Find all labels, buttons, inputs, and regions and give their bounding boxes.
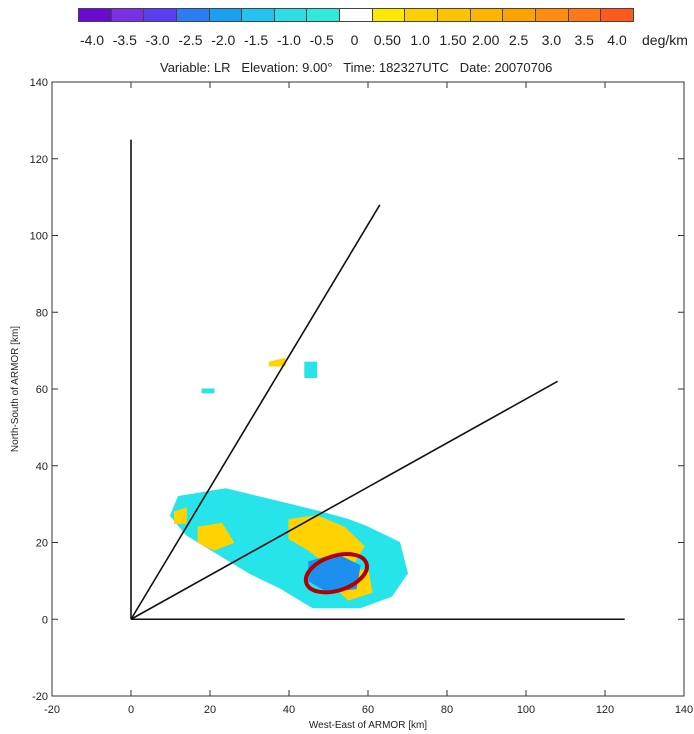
colorbar-swatch: [111, 9, 145, 21]
colorbar-swatch: [405, 9, 439, 21]
colorbar-swatch: [307, 9, 341, 21]
x-axis-ticks: -20 0 20 40 60 80 100 120 140: [44, 82, 693, 716]
x-tick-label: 140: [675, 704, 693, 716]
x-tick-label: 60: [362, 704, 374, 716]
y-tick-label: 140: [30, 77, 48, 89]
radial-line: [130, 380, 558, 620]
x-axis-label: West-East of ARMOR [km]: [309, 720, 427, 731]
colorbar-swatch: [470, 9, 504, 21]
y-tick-label: 40: [36, 461, 48, 473]
colorbar-swatch: [340, 9, 373, 21]
colorbar-tick-label: 1.0: [410, 32, 430, 48]
highlight-ellipse: [303, 552, 369, 595]
colorbar-tick-label: 3.5: [574, 32, 594, 48]
colorbar-tick-label: -4.0: [79, 32, 105, 48]
colorbar-tick-label: 4.0: [607, 32, 627, 48]
colorbar-tick-label: 0.50: [373, 32, 401, 48]
y-axis-label: North-South of ARMOR [km]: [10, 326, 21, 452]
echo-region: [197, 522, 235, 551]
colorbar: [78, 8, 634, 22]
colorbar-tick-label: -2.0: [211, 32, 236, 48]
y-tick-label: 20: [36, 538, 48, 550]
colorbar-swatch: [242, 9, 275, 21]
echo-region: [304, 361, 318, 378]
x-tick-label: 100: [517, 704, 535, 716]
colorbar-swatch: [79, 9, 112, 21]
colorbar-swatch: [144, 9, 177, 21]
y-tick-label: 60: [36, 384, 48, 396]
colorbar-swatch: [209, 9, 243, 21]
colorbar-tick-label: 0: [350, 32, 359, 48]
radials-group: [130, 139, 625, 621]
colorbar-swatch: [503, 9, 536, 21]
colorbar-swatch: [568, 9, 602, 21]
colorbar-tick-label: 1.50: [439, 32, 467, 48]
colorbar-tick-label: -1.0: [276, 32, 301, 48]
colorbar-unit-label: deg/km: [642, 32, 688, 48]
y-tick-label: 100: [30, 231, 48, 243]
echo-region: [173, 507, 187, 524]
plot-title: Variable: LR Elevation: 9.00° Time: 1823…: [160, 60, 553, 75]
colorbar-swatch: [176, 9, 210, 21]
x-tick-label: 120: [596, 704, 614, 716]
colorbar-tick-label: 2.00: [472, 32, 500, 48]
radial-line: [130, 204, 381, 620]
colorbar-swatch: [438, 9, 471, 21]
colorbar-tick-label: -0.5: [309, 32, 334, 48]
colorbar-tick-label: -3.0: [145, 32, 170, 48]
colorbar-tick-label: 2.5: [508, 32, 529, 48]
colorbar-swatch: [372, 9, 406, 21]
colorbar-tick-label: -1.5: [244, 32, 269, 48]
echo-region: [201, 388, 215, 394]
echo-region: [268, 357, 286, 367]
x-tick-label: 80: [441, 704, 453, 716]
y-tick-label: 120: [30, 154, 48, 166]
y-tick-label: -20: [32, 691, 48, 703]
x-tick-label: 40: [283, 704, 295, 716]
x-tick-label: 20: [204, 704, 216, 716]
y-tick-label: 0: [42, 614, 48, 626]
colorbar-swatch: [274, 9, 308, 21]
colorbar-tick-label: -3.5: [112, 32, 137, 48]
colorbar-tick-label: 3.0: [541, 32, 562, 48]
x-tick-label: -20: [44, 704, 60, 716]
colorbar-swatch: [601, 9, 633, 21]
colorbar-tick-label: -2.5: [178, 32, 203, 48]
colorbar-swatch: [535, 9, 569, 21]
y-axis-ticks: -20 0 20 40 60 80 100 120 140: [30, 77, 684, 703]
y-tick-label: 80: [36, 307, 48, 319]
x-tick-label: 0: [128, 704, 134, 716]
